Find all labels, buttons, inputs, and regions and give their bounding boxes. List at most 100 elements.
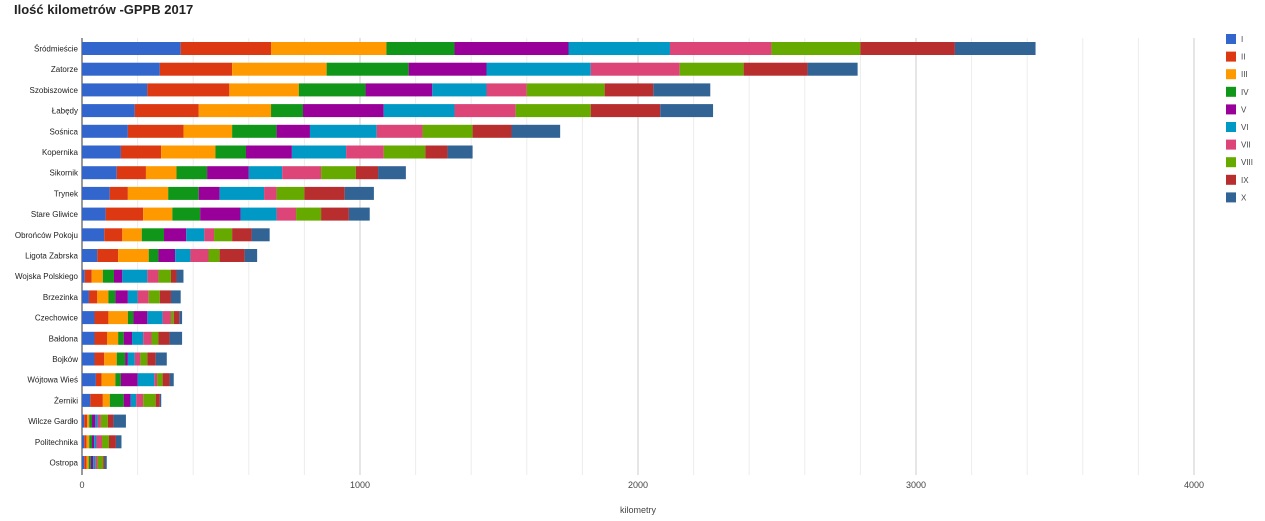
bar-segment[interactable]	[147, 83, 230, 97]
bar-segment[interactable]	[743, 62, 808, 76]
bar-segment[interactable]	[376, 124, 423, 138]
legend-item[interactable]: IV	[1226, 86, 1249, 97]
bar-segment[interactable]	[133, 311, 148, 325]
bar-segment[interactable]	[383, 145, 426, 159]
bar-segment[interactable]	[115, 373, 121, 387]
bar-segment[interactable]	[82, 414, 85, 428]
bar-segment[interactable]	[89, 435, 93, 449]
bar-segment[interactable]	[82, 311, 95, 325]
bar-segment[interactable]	[97, 456, 104, 469]
bar-segment[interactable]	[134, 352, 141, 366]
bar-segment[interactable]	[147, 269, 159, 283]
bar-segment[interactable]	[82, 352, 95, 366]
bar-segment[interactable]	[84, 414, 88, 428]
bar-segment[interactable]	[219, 186, 265, 200]
bar-segment[interactable]	[120, 145, 162, 159]
bar-segment[interactable]	[95, 414, 98, 428]
bar-segment[interactable]	[82, 331, 95, 345]
bar-segment[interactable]	[807, 62, 858, 76]
bar-segment[interactable]	[472, 124, 512, 138]
bar-segment[interactable]	[147, 352, 156, 366]
bar-segment[interactable]	[127, 290, 138, 304]
bar-segment[interactable]	[88, 456, 91, 469]
bar-segment[interactable]	[102, 435, 109, 449]
bar-segment[interactable]	[158, 269, 171, 283]
bar-segment[interactable]	[176, 166, 208, 180]
bar-segment[interactable]	[232, 124, 277, 138]
bar-segment[interactable]	[208, 249, 220, 262]
bar-segment[interactable]	[123, 393, 131, 407]
bar-segment[interactable]	[115, 290, 128, 304]
bar-segment[interactable]	[422, 124, 473, 138]
bar-segment[interactable]	[159, 62, 233, 76]
bar-segment[interactable]	[179, 311, 183, 325]
bar-segment[interactable]	[170, 311, 174, 325]
bar-segment[interactable]	[590, 104, 661, 118]
bar-segment[interactable]	[97, 290, 109, 304]
bar-segment[interactable]	[526, 83, 605, 97]
bar-segment[interactable]	[125, 352, 128, 366]
legend-item[interactable]: I	[1226, 34, 1243, 44]
legend-item[interactable]: VII	[1226, 139, 1251, 150]
bar-segment[interactable]	[486, 83, 527, 97]
bar-segment[interactable]	[82, 104, 135, 118]
bar-segment[interactable]	[344, 186, 374, 200]
bar-segment[interactable]	[113, 269, 123, 283]
bar-segment[interactable]	[158, 331, 170, 345]
bar-segment[interactable]	[137, 373, 155, 387]
bar-segment[interactable]	[148, 290, 160, 304]
bar-segment[interactable]	[154, 373, 158, 387]
bar-segment[interactable]	[95, 373, 102, 387]
bar-segment[interactable]	[127, 124, 184, 138]
bar-segment[interactable]	[84, 456, 87, 469]
bar-segment[interactable]	[346, 145, 384, 159]
bar-segment[interactable]	[321, 166, 356, 180]
bar-segment[interactable]	[116, 352, 126, 366]
bar-segment[interactable]	[291, 145, 347, 159]
bar-segment[interactable]	[140, 352, 148, 366]
bar-segment[interactable]	[108, 290, 116, 304]
bar-segment[interactable]	[251, 228, 270, 242]
bar-segment[interactable]	[207, 166, 249, 180]
bar-segment[interactable]	[771, 42, 861, 55]
bar-segment[interactable]	[102, 269, 114, 283]
bar-segment[interactable]	[84, 269, 92, 283]
bar-segment[interactable]	[348, 207, 370, 221]
bar-segment[interactable]	[120, 373, 138, 387]
bar-segment[interactable]	[454, 42, 569, 55]
bar-segment[interactable]	[95, 456, 98, 469]
bar-segment[interactable]	[94, 331, 108, 345]
bar-segment[interactable]	[113, 414, 126, 428]
bar-segment[interactable]	[82, 290, 89, 304]
bar-segment[interactable]	[97, 249, 119, 262]
bar-segment[interactable]	[97, 414, 101, 428]
bar-segment[interactable]	[90, 456, 94, 469]
bar-segment[interactable]	[82, 124, 128, 138]
bar-segment[interactable]	[137, 290, 149, 304]
bar-segment[interactable]	[271, 42, 387, 55]
bar-segment[interactable]	[105, 207, 144, 221]
bar-segment[interactable]	[425, 145, 448, 159]
bar-segment[interactable]	[860, 42, 955, 55]
bar-segment[interactable]	[271, 104, 304, 118]
bar-segment[interactable]	[93, 456, 96, 469]
bar-segment[interactable]	[118, 331, 124, 345]
bar-segment[interactable]	[82, 249, 98, 262]
bar-segment[interactable]	[215, 145, 247, 159]
bar-segment[interactable]	[122, 269, 148, 283]
bar-segment[interactable]	[954, 42, 1036, 55]
bar-segment[interactable]	[219, 249, 245, 262]
bar-segment[interactable]	[447, 145, 473, 159]
bar-segment[interactable]	[157, 373, 163, 387]
bar-segment[interactable]	[94, 352, 105, 366]
bar-segment[interactable]	[143, 331, 152, 345]
bar-segment[interactable]	[82, 228, 105, 242]
bar-segment[interactable]	[158, 249, 176, 262]
bar-segment[interactable]	[169, 373, 174, 387]
bar-segment[interactable]	[200, 207, 241, 221]
bar-segment[interactable]	[148, 249, 159, 262]
bar-segment[interactable]	[89, 414, 93, 428]
bar-segment[interactable]	[282, 166, 322, 180]
bar-segment[interactable]	[296, 207, 322, 221]
bar-segment[interactable]	[82, 83, 148, 97]
